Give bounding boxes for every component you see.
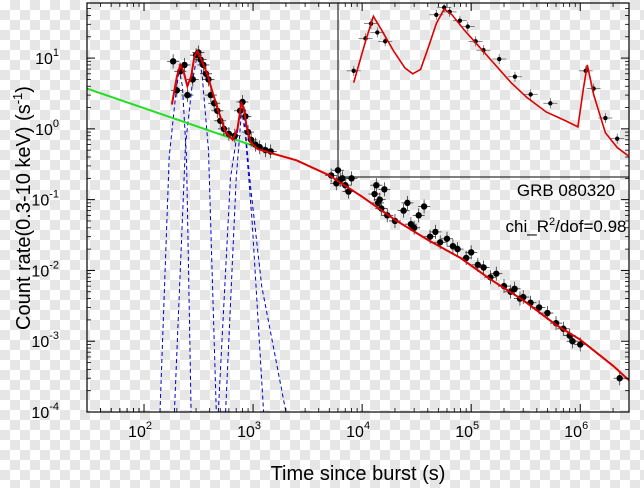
inset-point-3	[375, 30, 380, 35]
axes: 102 103 104 105 106 101 100 10-1 10-2 10-3 10-4	[31, 2, 629, 441]
inset-point-14	[528, 92, 533, 97]
data-point-64	[511, 285, 518, 293]
x-tick-label-1: 103	[237, 420, 261, 441]
fit-curve	[170, 49, 629, 382]
data-point-59	[480, 264, 487, 271]
y-tick-label-5: 10-4	[31, 401, 59, 422]
inset-point-6	[441, 5, 447, 10]
data-point-69	[544, 309, 551, 317]
data-point-51	[432, 228, 439, 236]
x-tick-label-2: 104	[346, 420, 370, 441]
inset-point-18	[603, 115, 608, 121]
data-point-68	[535, 304, 543, 311]
y-tick-label-4: 10-3	[31, 330, 59, 351]
inset-panel	[337, 2, 630, 178]
data-point-54	[449, 242, 457, 250]
data-point-50	[426, 233, 434, 240]
annotation-title: GRB 080320	[517, 181, 615, 200]
y-tick-label-1: 100	[35, 118, 59, 139]
data-point-75	[616, 375, 623, 382]
data-point-45	[404, 199, 411, 207]
inset-point-4	[382, 39, 388, 44]
data-point-57	[467, 249, 475, 256]
y-tick-label-3: 10-2	[31, 259, 59, 280]
plot-content	[87, 45, 629, 412]
x-tick-label-3: 105	[455, 420, 479, 441]
data-point-37	[373, 181, 380, 189]
data-point-48	[415, 212, 422, 219]
data-point-39	[376, 196, 383, 203]
x-tick-label-4: 106	[564, 420, 588, 441]
data-point-0	[169, 58, 177, 65]
data-point-49	[420, 203, 428, 210]
data-point-56	[462, 254, 470, 262]
x-tick-label-0: 102	[128, 420, 152, 441]
inset-frame	[337, 2, 630, 178]
x-axis-label: Time since burst (s)	[271, 463, 446, 485]
plot-area	[87, 45, 629, 412]
data-point-53	[443, 235, 451, 242]
inset-fit-curve	[352, 7, 630, 158]
data-point-58	[474, 261, 482, 269]
flare-component-3	[217, 110, 265, 412]
data-point-44	[400, 207, 407, 214]
data-point-73	[569, 338, 576, 345]
data-point-41	[381, 186, 388, 193]
data-point-4	[184, 91, 191, 99]
flare-component-2	[173, 52, 217, 412]
inset-point-13	[512, 74, 518, 79]
data-point-55	[454, 245, 461, 253]
y-tick-label-0: 101	[35, 47, 59, 68]
data-point-74	[577, 341, 584, 348]
data-point-36	[371, 190, 378, 198]
inset-point-9	[465, 24, 470, 29]
flare-component-1	[159, 68, 192, 412]
y-axis-label: Count rate(0.3-10 keV) (s-1)	[10, 86, 35, 330]
flare-component-4	[225, 113, 287, 412]
inset-point-5	[434, 12, 439, 17]
annotation-fit-stat: chi_R2/dof=0.98	[506, 216, 627, 236]
inset-point-19	[615, 136, 620, 141]
data-point-61	[493, 270, 500, 277]
inset-point-0	[351, 68, 356, 74]
inset-point-15	[548, 101, 553, 106]
data-point-52	[437, 239, 444, 246]
y-tick-label-2: 10-1	[31, 189, 59, 210]
inset-point-8	[457, 18, 463, 23]
data-point-3	[181, 61, 188, 69]
inset-point-12	[497, 56, 502, 62]
